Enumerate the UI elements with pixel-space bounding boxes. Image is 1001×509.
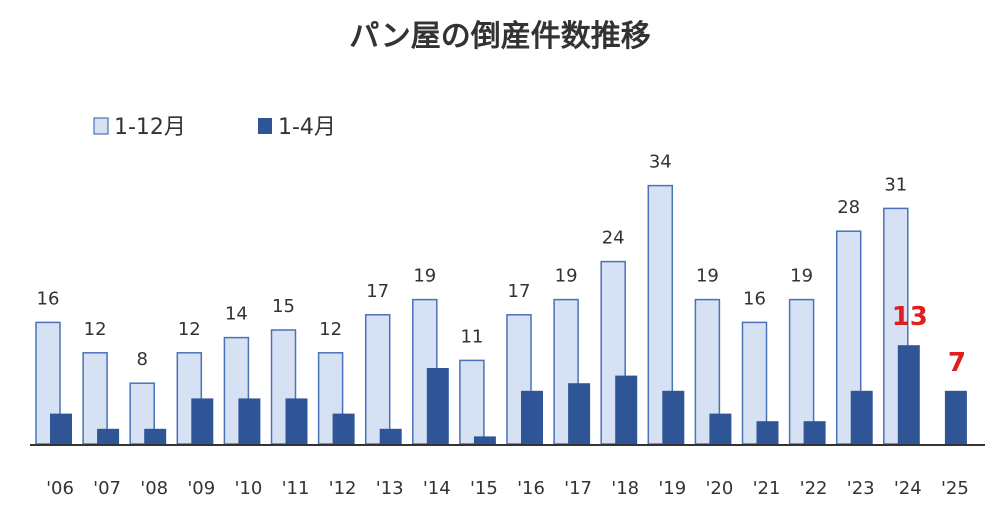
data-label-annual-10: 17: [508, 281, 531, 302]
x-tick-label-9: '15: [470, 478, 498, 499]
x-tick-label-13: '19: [658, 478, 686, 499]
data-label-annual-5: 15: [272, 296, 295, 317]
bar-jan-apr-11: [568, 383, 591, 444]
x-tick-label-17: '23: [847, 478, 875, 499]
data-label-annual-14: 19: [696, 266, 719, 287]
bar-jan-apr-6: [332, 413, 355, 444]
data-label-annual-0: 16: [37, 288, 60, 309]
legend: 1-12月 1-4月: [93, 115, 336, 140]
x-tick-label-7: '13: [376, 478, 404, 499]
bar-jan-apr-17: [850, 390, 873, 444]
x-tick-label-12: '18: [611, 478, 639, 499]
data-label-annual-17: 28: [837, 197, 860, 218]
x-tick-label-8: '14: [423, 478, 451, 499]
bar-annual-7: [364, 314, 391, 445]
x-tick-label-11: '17: [564, 478, 592, 499]
bar-jan-apr-13: [662, 390, 685, 444]
data-label-annual-12: 24: [602, 228, 625, 249]
data-label-annual-2: 8: [136, 349, 147, 370]
highlight-label-18: 13: [892, 302, 928, 332]
bar-jan-apr-19: [944, 390, 967, 444]
bar-annual-9: [459, 359, 485, 445]
x-tick-label-14: '20: [705, 478, 733, 499]
data-label-annual-9: 11: [460, 326, 483, 347]
bar-jan-apr-4: [238, 398, 261, 444]
bar-jan-apr-9: [473, 436, 496, 444]
x-tick-label-6: '12: [329, 478, 357, 499]
bar-jan-apr-12: [615, 375, 638, 444]
legend-swatch-annual: [93, 117, 109, 135]
data-label-annual-13: 34: [649, 152, 672, 173]
x-tick-label-2: '08: [140, 478, 168, 499]
highlight-label-19: 7: [948, 348, 966, 378]
x-tick-label-10: '16: [517, 478, 545, 499]
x-axis-ticks: '06 '07 '08 '09 '10 '11 '12 '13 '14 '15 '16 '17 '18 '…: [46, 478, 969, 499]
bar-jan-apr-10: [521, 390, 543, 444]
data-label-annual-15: 16: [743, 288, 766, 309]
x-tick-label-16: '22: [800, 478, 828, 499]
data-labels-layer: 16 12 8 12 14 15 12 17 19 11 17 19 24 34 19 16 19 28 31 13 7: [37, 152, 966, 378]
legend-label-annual: 1-12月: [114, 115, 186, 140]
data-label-annual-18: 31: [884, 174, 907, 195]
bar-jan-apr-5: [285, 398, 308, 444]
data-label-annual-4: 14: [225, 304, 248, 325]
x-tick-label-15: '21: [753, 478, 781, 499]
data-label-annual-6: 12: [319, 319, 342, 340]
bar-annual-0: [35, 321, 61, 445]
bar-jan-apr-7: [379, 428, 402, 444]
bar-jan-apr-3: [191, 398, 214, 444]
x-tick-label-5: '11: [282, 478, 310, 499]
x-tick-label-4: '10: [234, 478, 262, 499]
data-label-annual-16: 19: [790, 266, 813, 287]
bar-jan-apr-1: [97, 428, 120, 444]
x-tick-label-18: '24: [894, 478, 922, 499]
bar-jan-apr-0: [50, 413, 72, 444]
x-tick-label-1: '07: [93, 478, 121, 499]
legend-label-jan-apr: 1-4月: [278, 115, 336, 140]
bar-jan-apr-14: [709, 413, 732, 444]
data-label-annual-7: 17: [366, 281, 389, 302]
data-label-annual-8: 19: [413, 266, 436, 287]
chart-title: パン屋の倒産件数推移: [349, 19, 651, 54]
bar-jan-apr-15: [756, 421, 779, 444]
x-tick-label-0: '06: [46, 478, 74, 499]
x-tick-label-3: '09: [187, 478, 215, 499]
x-tick-label-19: '25: [941, 478, 969, 499]
bar-jan-apr-18: [897, 345, 920, 444]
bar-jan-apr-16: [803, 421, 826, 444]
bars-layer: [35, 184, 967, 445]
bar-jan-apr-2: [144, 428, 167, 444]
data-label-annual-3: 12: [178, 319, 201, 340]
data-label-annual-1: 12: [84, 319, 107, 340]
data-label-annual-11: 19: [555, 266, 578, 287]
legend-swatch-jan-apr: [258, 118, 272, 134]
bar-jan-apr-8: [426, 368, 449, 444]
